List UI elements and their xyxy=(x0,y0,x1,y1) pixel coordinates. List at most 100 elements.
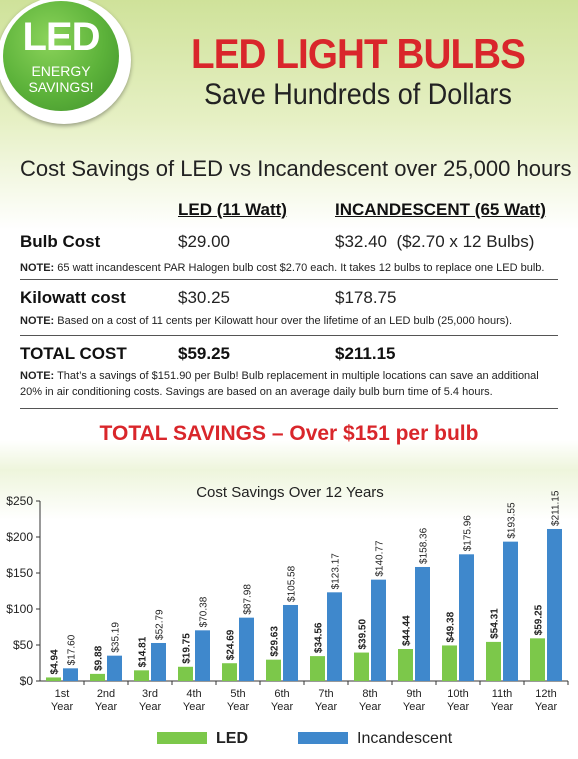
x-tick-label-year: Year xyxy=(403,701,426,713)
incandescent-bar-label: $211.15 xyxy=(551,490,562,526)
note-label: NOTE: xyxy=(20,315,55,327)
incandescent-bar-label: $140.77 xyxy=(375,540,386,577)
x-tick-label-year: Year xyxy=(359,701,382,713)
x-tick-label-year: Year xyxy=(51,701,74,713)
led-bar xyxy=(222,663,237,681)
note-label: NOTE: xyxy=(20,370,55,382)
led-bar xyxy=(266,659,281,681)
y-tick-label: $0 xyxy=(20,674,34,688)
led-bar-label: $59.25 xyxy=(534,604,545,635)
x-tick-label-year: Year xyxy=(535,701,558,713)
x-tick-label: 8th xyxy=(362,688,377,700)
led-bar xyxy=(134,670,149,681)
note-text: That’s a savings of $151.90 per Bulb! Bu… xyxy=(20,370,539,398)
x-tick-label-year: Year xyxy=(183,701,206,713)
incandescent-bar xyxy=(239,617,254,681)
x-tick-label-year: Year xyxy=(491,701,514,713)
row-label-total-cost: TOTAL COST xyxy=(20,344,127,363)
led-bar xyxy=(398,649,413,681)
divider xyxy=(20,408,558,409)
incandescent-bar xyxy=(283,604,298,681)
badge-line1: ENERGY xyxy=(31,63,91,79)
x-tick-label: 9th xyxy=(406,688,421,700)
total-savings-banner: TOTAL SAVINGS – Over $151 per bulb xyxy=(99,422,479,445)
legend-label-incandescent: Incandescent xyxy=(357,730,453,747)
legend-swatch-incandescent xyxy=(298,732,348,744)
page-title: LED LIGHT BULBS xyxy=(191,30,526,77)
y-tick-label: $250 xyxy=(6,494,33,508)
x-tick-label-year: Year xyxy=(95,701,118,713)
row-label-kilowatt-cost: Kilowatt cost xyxy=(20,288,126,307)
x-tick-label-year: Year xyxy=(227,701,250,713)
incandescent-bar xyxy=(547,528,562,681)
incandescent-bar xyxy=(371,579,386,681)
x-tick-label: 1st xyxy=(55,688,70,700)
bulb-cost-led: $29.00 xyxy=(178,232,230,251)
col-header-incandescent: INCANDESCENT (65 Watt) xyxy=(335,200,546,219)
led-bar xyxy=(46,677,61,681)
incandescent-bar xyxy=(459,554,474,681)
incandescent-bar xyxy=(195,630,210,681)
led-bar-label: $14.81 xyxy=(138,636,149,667)
incandescent-bar-label: $87.98 xyxy=(243,584,254,615)
led-bar xyxy=(442,645,457,681)
led-bar-label: $19.75 xyxy=(182,633,193,664)
total-cost-incandescent: $211.15 xyxy=(335,344,396,363)
x-tick-label: 4th xyxy=(186,688,201,700)
x-tick-label-year: Year xyxy=(271,701,294,713)
y-tick-label: $50 xyxy=(13,638,33,652)
x-tick-label: 10th xyxy=(447,688,468,700)
led-bar xyxy=(354,652,369,681)
chart-axes: $0$50$100$150$200$2501stYear2ndYear3rdYe… xyxy=(6,494,569,713)
divider xyxy=(20,335,558,336)
incandescent-bar-label: $17.60 xyxy=(67,634,78,665)
x-tick-label: 7th xyxy=(318,688,333,700)
col-header-led: LED (11 Watt) xyxy=(178,200,287,219)
incandescent-bar xyxy=(503,541,518,681)
x-tick-label: 6th xyxy=(274,688,289,700)
x-tick-label-year: Year xyxy=(139,701,162,713)
kilowatt-cost-note: NOTE: Based on a cost of 11 cents per Ki… xyxy=(20,313,560,329)
note-label: NOTE: xyxy=(20,262,55,274)
y-tick-label: $150 xyxy=(6,566,33,580)
led-bar xyxy=(530,638,545,681)
legend-swatch-led xyxy=(157,732,207,744)
x-tick-label: 11th xyxy=(492,688,513,700)
incandescent-bar xyxy=(151,642,166,681)
led-bar xyxy=(178,666,193,681)
led-bar-label: $49.38 xyxy=(446,611,457,642)
incandescent-bar xyxy=(63,668,78,681)
badge-led-text: LED xyxy=(22,15,101,59)
kilowatt-cost-incandescent: $178.75 xyxy=(335,288,397,307)
incandescent-bar-label: $52.79 xyxy=(155,609,166,640)
x-tick-label: 12th xyxy=(535,688,556,700)
incandescent-bar-label: $105.58 xyxy=(287,565,298,602)
x-tick-label: 5th xyxy=(230,688,245,700)
x-tick-label-year: Year xyxy=(447,701,470,713)
total-cost-led: $59.25 xyxy=(178,344,230,363)
led-bar xyxy=(486,641,501,681)
led-bar-label: $29.63 xyxy=(270,626,281,657)
chart-bars: $4.94 $17.60 $9.88 $35.19 $14.81 $52.79 $19.75… xyxy=(46,490,562,681)
x-tick-label: 2nd xyxy=(97,688,115,700)
led-badge: LED ENERGY SAVINGS! xyxy=(0,0,131,124)
led-bar-label: $44.44 xyxy=(402,615,413,646)
note-text: 65 watt incandescent PAR Halogen bulb co… xyxy=(54,262,545,274)
row-label-bulb-cost: Bulb Cost xyxy=(20,232,101,251)
kilowatt-cost-led: $30.25 xyxy=(178,288,230,307)
led-badge-circle: LED ENERGY SAVINGS! xyxy=(3,1,119,111)
chart-legend: LED Incandescent xyxy=(157,730,453,747)
incandescent-bar-label: $175.96 xyxy=(463,515,474,552)
led-bar-label: $4.94 xyxy=(50,649,61,674)
incandescent-bar-label: $123.17 xyxy=(331,553,342,590)
legend-label-led: LED xyxy=(216,730,248,747)
incandescent-bar xyxy=(107,655,122,681)
led-bar-label: $9.88 xyxy=(94,645,105,670)
led-bar xyxy=(310,656,325,681)
y-tick-label: $200 xyxy=(6,530,33,544)
page-subtitle: Save Hundreds of Dollars xyxy=(204,78,512,111)
incandescent-bar xyxy=(415,566,430,681)
total-cost-note: NOTE: That’s a savings of $151.90 per Bu… xyxy=(20,368,560,400)
x-tick-label-year: Year xyxy=(315,701,338,713)
incandescent-bar-label: $193.55 xyxy=(507,502,518,539)
